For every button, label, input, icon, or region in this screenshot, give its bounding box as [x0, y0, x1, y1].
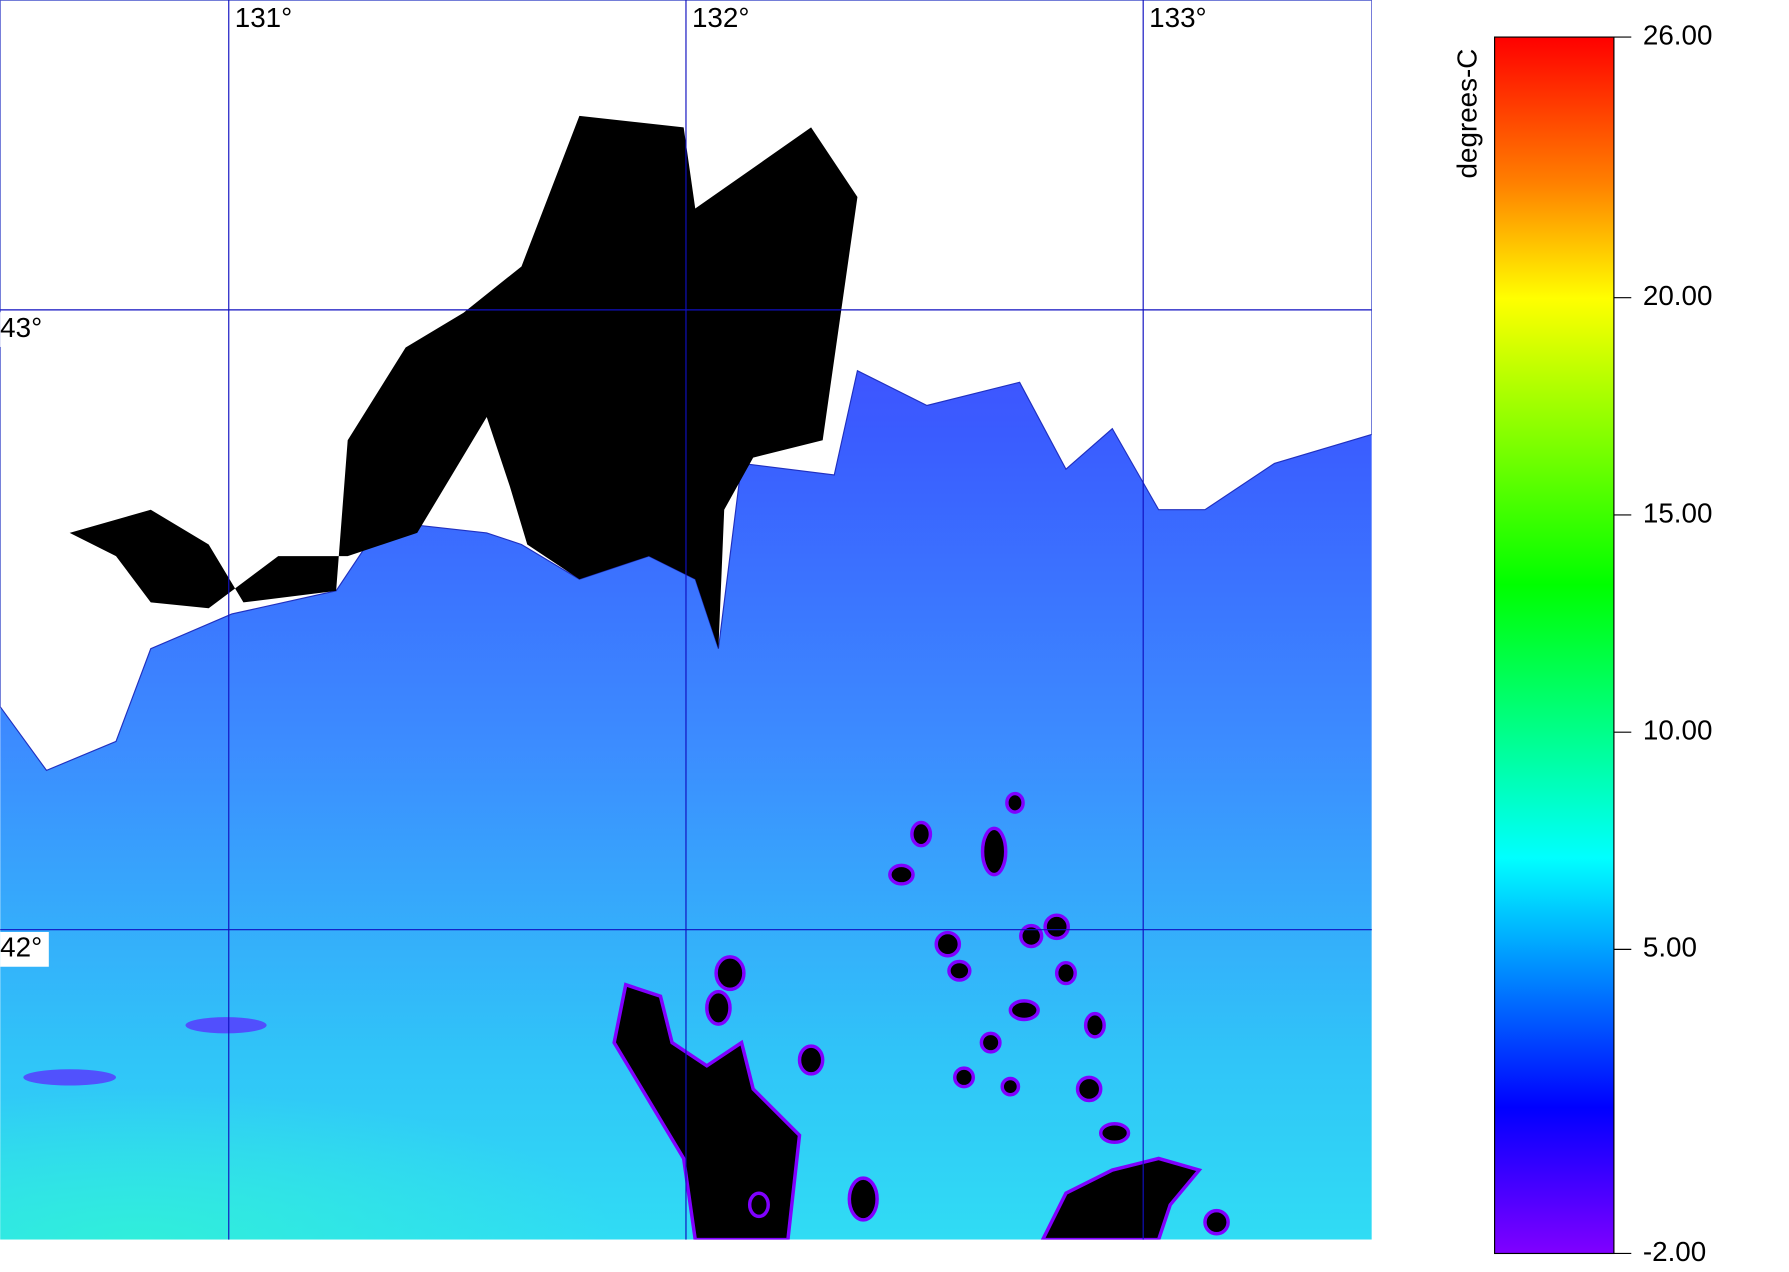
colorbar-tick-label: 10.00: [1643, 714, 1713, 745]
masked-area: [69, 115, 858, 649]
masked-area: [612, 982, 802, 1240]
colorbar-tick-label: 26.00: [1643, 19, 1713, 50]
masked-area: [567, 498, 615, 557]
lat-label: 42°: [0, 932, 42, 963]
colorbar: [1494, 36, 1615, 1255]
colorbar-tick-label: 20.00: [1643, 280, 1713, 311]
cold-streak: [185, 1017, 267, 1034]
label-bg: [0, 931, 49, 967]
colorbar-tick-label: -2.00: [1643, 1236, 1706, 1267]
masked-area: [1040, 1156, 1203, 1240]
cloud-patches: [705, 791, 1230, 1236]
colorbar-tick-label: 5.00: [1643, 932, 1697, 963]
lat-label: 43°: [0, 312, 42, 343]
cold-streak: [23, 1069, 117, 1086]
lon-label: 133°: [1149, 2, 1207, 33]
lon-label: 131°: [235, 2, 292, 33]
colorbar-tick-label: 15.00: [1643, 497, 1713, 528]
label-bg: [0, 312, 49, 347]
lon-label: 132°: [692, 2, 750, 33]
colorbar-label: degrees-C: [1451, 49, 1482, 179]
